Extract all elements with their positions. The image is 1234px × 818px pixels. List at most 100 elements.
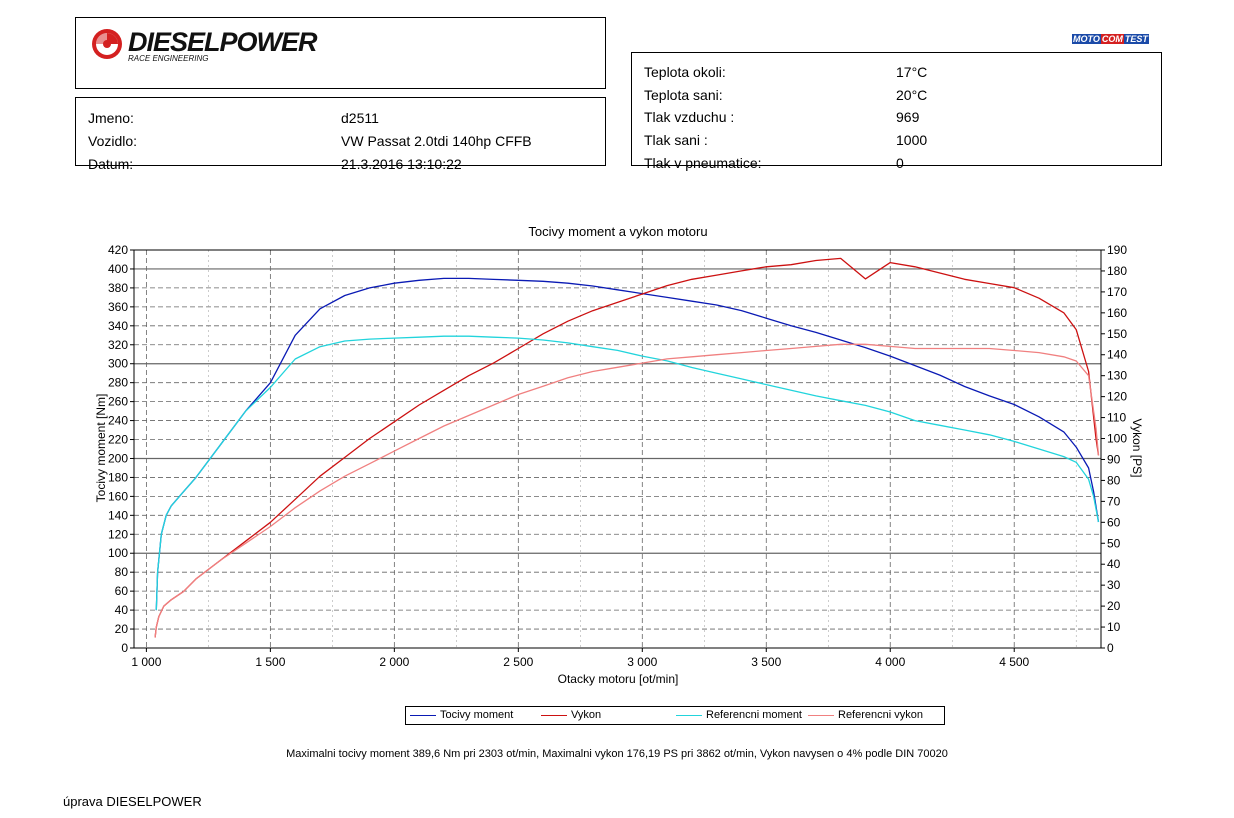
chart-legend: Tocivy moment Vykon Referencni moment Re… <box>405 706 945 725</box>
cond-label-intake-temp: Teplota sani: <box>644 87 723 103</box>
y-left-tick-label: 380 <box>108 281 128 295</box>
logo-box: DIESELPOWER RACE ENGINEERING <box>75 17 606 89</box>
motocomtest-logo: MOTO COM TEST <box>1072 34 1149 44</box>
y-right-tick-label: 30 <box>1107 578 1121 592</box>
legend-label: Vykon <box>571 709 602 721</box>
y-left-tick-label: 280 <box>108 376 128 390</box>
legend-swatch <box>808 714 834 716</box>
legend-item-ref-power: Referencni vykon <box>808 709 923 721</box>
info-label-name: Jmeno: <box>88 110 134 126</box>
y-right-tick-label: 70 <box>1107 494 1121 508</box>
cond-label-air-pressure: Tlak vzduchu : <box>644 109 735 125</box>
x-tick-label: 1 500 <box>255 655 285 669</box>
x-tick-label: 1 000 <box>131 655 161 669</box>
y-right-tick-label: 10 <box>1107 620 1121 634</box>
series-line-referencni-moment <box>155 335 1100 611</box>
series-line-referencni-vykon <box>154 343 1100 638</box>
y-right-tick-label: 110 <box>1107 411 1126 425</box>
brand-subtitle: RACE ENGINEERING <box>128 54 209 63</box>
y-left-tick-label: 400 <box>108 262 128 276</box>
y-right-tick-label: 90 <box>1107 452 1121 466</box>
y-right-tick-label: 130 <box>1107 369 1127 383</box>
turbo-logo-icon <box>92 29 122 59</box>
y-left-tick-label: 340 <box>108 319 128 333</box>
y-right-tick-label: 140 <box>1107 348 1127 362</box>
chart-title: Tocivy moment a vykon motoru <box>528 224 707 239</box>
y-left-tick-label: 160 <box>108 489 128 503</box>
y-left-tick-label: 80 <box>115 565 129 579</box>
y-right-tick-label: 180 <box>1107 264 1127 278</box>
legend-swatch <box>410 714 436 716</box>
y-left-tick-label: 360 <box>108 300 128 314</box>
x-axis-label: Otacky motoru [ot/min] <box>558 672 679 686</box>
cond-value-air-pressure: 969 <box>896 109 920 125</box>
y-left-tick-label: 0 <box>121 641 128 655</box>
y-right-tick-label: 100 <box>1107 432 1127 446</box>
y-right-tick-label: 20 <box>1107 599 1121 613</box>
legend-label: Tocivy moment <box>440 709 514 721</box>
y-right-tick-label: 170 <box>1107 285 1127 299</box>
y-right-tick-label: 120 <box>1107 390 1127 404</box>
info-value-date: 21.3.2016 13:10:22 <box>341 156 462 172</box>
legend-item-torque: Tocivy moment <box>410 709 513 721</box>
y-left-tick-label: 300 <box>108 357 128 371</box>
y-axis-right-label: Vykon [PS] <box>1130 419 1144 478</box>
legend-swatch <box>541 714 567 716</box>
series-line-vykon <box>154 257 1100 638</box>
cond-value-ambient-temp: 17°C <box>896 64 928 80</box>
cond-value-tyre-pressure: 0 <box>896 155 904 171</box>
legend-swatch <box>676 714 702 716</box>
legend-label: Referencni moment <box>706 709 802 721</box>
cond-label-intake-pressure: Tlak sani : <box>644 132 708 148</box>
cond-value-intake-temp: 20°C <box>896 87 928 103</box>
x-tick-label: 3 500 <box>751 655 781 669</box>
logo-part-moto: MOTO <box>1072 34 1101 44</box>
legend-item-power: Vykon <box>541 709 601 721</box>
y-right-tick-label: 190 <box>1107 243 1127 257</box>
y-left-tick-label: 20 <box>115 622 129 636</box>
vehicle-info-box: Jmeno: d2511 Vozidlo: VW Passat 2.0tdi 1… <box>75 97 606 172</box>
brand-name: DIESELPOWER <box>128 27 318 57</box>
cond-value-intake-pressure: 1000 <box>896 132 928 148</box>
y-right-tick-label: 0 <box>1107 641 1114 655</box>
x-tick-label: 3 000 <box>627 655 657 669</box>
x-tick-label: 4 000 <box>875 655 905 669</box>
cond-label-tyre-pressure: Tlak v pneumatice: <box>644 155 762 171</box>
y-left-tick-label: 180 <box>108 470 128 484</box>
y-left-tick-label: 60 <box>115 584 129 598</box>
chart-axes: 0204060801001201401601802002202402602803… <box>108 243 1127 669</box>
legend-label: Referencni vykon <box>838 709 923 721</box>
cond-label-ambient-temp: Teplota okoli: <box>644 64 726 80</box>
x-tick-label: 2 000 <box>379 655 409 669</box>
y-left-tick-label: 140 <box>108 508 128 522</box>
y-left-tick-label: 240 <box>108 414 128 428</box>
y-right-tick-label: 80 <box>1107 473 1121 487</box>
y-right-tick-label: 60 <box>1107 515 1121 529</box>
info-value-vehicle: VW Passat 2.0tdi 140hp CFFB <box>341 133 532 149</box>
conditions-box: Teplota okoli: 17°C Teplota sani: 20°C T… <box>631 52 1162 171</box>
legend-item-ref-torque: Referencni moment <box>676 709 802 721</box>
x-tick-label: 2 500 <box>503 655 533 669</box>
y-left-tick-label: 100 <box>108 546 128 560</box>
y-right-tick-label: 50 <box>1107 536 1121 550</box>
series-line-tocivy-moment <box>155 277 1100 611</box>
x-tick-label: 4 500 <box>999 655 1029 669</box>
y-left-tick-label: 200 <box>108 451 128 465</box>
y-left-tick-label: 220 <box>108 433 128 447</box>
footer-note: úprava DIESELPOWER <box>63 794 202 809</box>
logo-part-test: TEST <box>1123 34 1149 44</box>
y-left-tick-label: 260 <box>108 395 128 409</box>
y-left-tick-label: 40 <box>115 603 129 617</box>
plot-area-frame <box>133 249 1102 649</box>
info-label-date: Datum: <box>88 156 134 172</box>
y-right-tick-label: 150 <box>1107 327 1127 341</box>
y-left-tick-label: 120 <box>108 527 128 541</box>
chart-grid <box>134 250 1101 648</box>
y-left-tick-label: 420 <box>108 243 128 257</box>
info-label-vehicle: Vozidlo: <box>88 133 138 149</box>
info-value-name: d2511 <box>341 110 379 126</box>
logo-part-com: COM <box>1100 34 1124 44</box>
y-right-tick-label: 40 <box>1107 557 1121 571</box>
y-axis-left-label: Tocivy moment [Nm] <box>94 394 108 503</box>
y-left-tick-label: 320 <box>108 338 128 352</box>
